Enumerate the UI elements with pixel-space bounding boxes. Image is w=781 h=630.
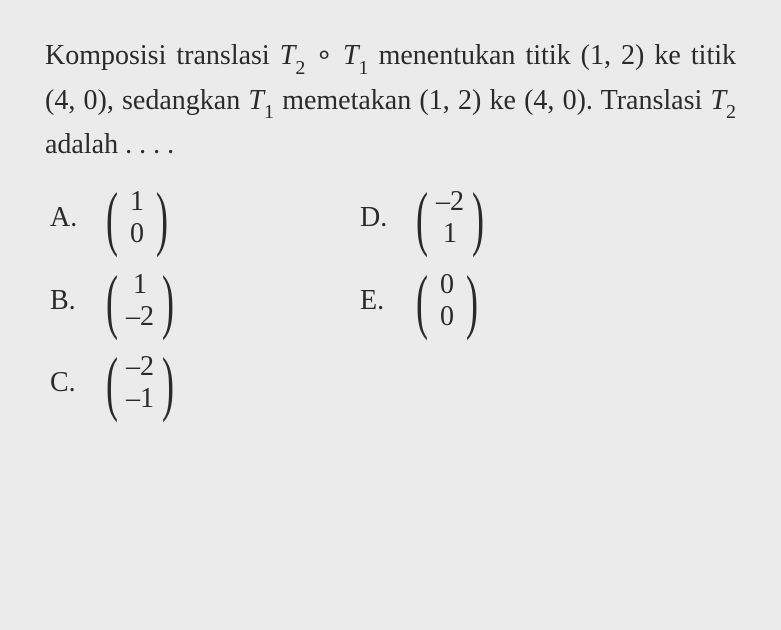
text-part: adalah . . . . [45, 129, 174, 160]
vector: ( 1 –2 ) [100, 269, 180, 333]
right-paren-icon: ) [162, 283, 174, 319]
vector-content: –2 –1 [124, 351, 156, 415]
left-paren-icon: ( [106, 365, 118, 401]
vector-bottom: 0 [436, 301, 458, 333]
text-part: Komposisi translasi [45, 40, 280, 71]
vector-top: 0 [436, 269, 458, 301]
vector-top: –2 [436, 186, 464, 218]
vector: ( 1 0 ) [100, 186, 174, 250]
subscript: 1 [264, 101, 274, 123]
left-paren-icon: ( [106, 200, 118, 236]
option-c: C. ( –2 –1 ) [50, 351, 180, 415]
vector-content: 1 0 [124, 186, 150, 250]
vector-content: 1 –2 [124, 269, 156, 333]
vector-bottom: –1 [126, 383, 154, 415]
left-paren-icon: ( [416, 283, 428, 319]
vector-top: –2 [126, 351, 154, 383]
compose-symbol: ∘ [305, 40, 343, 71]
option-a: A. ( 1 0 ) [50, 186, 180, 250]
vector-content: 0 0 [434, 269, 460, 333]
options-container: A. ( 1 0 ) B. ( 1 –2 ) C. [45, 186, 736, 415]
option-label: E. [360, 285, 395, 317]
right-paren-icon: ) [472, 200, 484, 236]
vector-bottom: –2 [126, 301, 154, 333]
vector-content: –2 1 [434, 186, 466, 250]
subscript: 2 [295, 57, 305, 79]
options-left-column: A. ( 1 0 ) B. ( 1 –2 ) C. [50, 186, 180, 415]
option-label: D. [360, 202, 395, 234]
left-paren-icon: ( [106, 283, 118, 319]
var-t: T [343, 40, 359, 71]
var-t: T [280, 40, 296, 71]
vector: ( –2 –1 ) [100, 351, 180, 415]
right-paren-icon: ) [466, 283, 478, 319]
vector-top: 1 [126, 186, 148, 218]
subscript: 2 [726, 101, 736, 123]
left-paren-icon: ( [416, 200, 428, 236]
right-paren-icon: ) [156, 200, 168, 236]
option-b: B. ( 1 –2 ) [50, 269, 180, 333]
options-right-column: D. ( –2 1 ) E. ( 0 0 ) [360, 186, 490, 415]
option-label: C. [50, 367, 85, 399]
option-e: E. ( 0 0 ) [360, 269, 490, 333]
option-d: D. ( –2 1 ) [360, 186, 490, 250]
option-label: B. [50, 285, 85, 317]
var-t: T [248, 85, 264, 116]
vector-top: 1 [129, 269, 151, 301]
var-t: T [710, 85, 726, 116]
option-label: A. [50, 202, 85, 234]
vector-bottom: 0 [126, 218, 148, 250]
question-text: Komposisi translasi T2 ∘ T1 menentukan t… [45, 35, 736, 166]
vector: ( –2 1 ) [410, 186, 490, 250]
subscript: 1 [359, 57, 369, 79]
vector: ( 0 0 ) [410, 269, 484, 333]
text-part: memetakan (1, 2) ke (4, 0). Translasi [282, 85, 710, 116]
text-part: menentukan [369, 40, 516, 71]
vector-bottom: 1 [439, 218, 461, 250]
right-paren-icon: ) [162, 365, 174, 401]
